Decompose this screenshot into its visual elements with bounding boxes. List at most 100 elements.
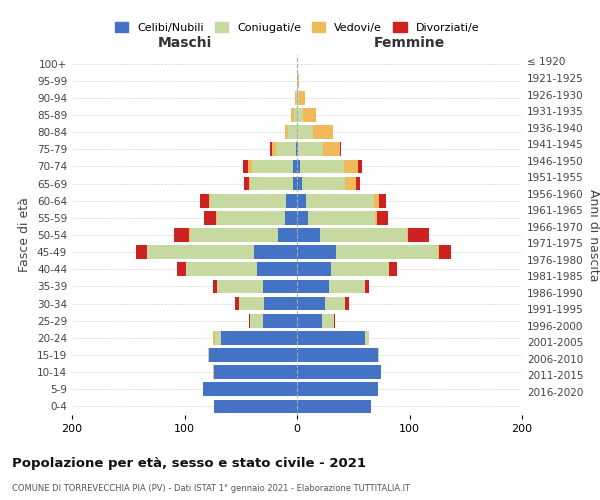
Bar [439,246,451,259]
Y-axis label: Anni di nascita: Anni di nascita [587,188,600,281]
Bar [331,262,389,276]
Bar [297,211,308,224]
Bar [248,314,250,328]
Bar [263,280,297,293]
Bar [200,194,209,207]
Bar [293,160,297,173]
Bar [297,296,325,310]
Bar [212,366,214,379]
Bar [208,348,209,362]
Bar [297,91,299,104]
Bar [379,194,386,207]
Bar [358,160,362,173]
Bar [293,176,297,190]
Bar [407,228,409,242]
Bar [148,246,254,259]
Bar [212,331,215,344]
Bar [297,228,320,242]
Bar [278,228,297,242]
Bar [235,296,239,310]
Bar [340,142,341,156]
Bar [176,262,185,276]
Bar [297,74,298,88]
Bar [298,74,299,88]
Bar [355,176,360,190]
Bar [329,280,365,293]
Bar [263,314,297,328]
Bar [297,262,331,276]
Bar [297,108,302,122]
Bar [257,262,297,276]
Bar [302,108,316,122]
Bar [296,91,297,104]
Bar [175,228,189,242]
Bar [211,194,286,207]
Bar [297,246,337,259]
Bar [265,296,297,310]
Bar [214,366,297,379]
Bar [284,126,288,139]
Text: Popolazione per età, sesso e stato civile - 2021: Popolazione per età, sesso e stato civil… [12,458,366,470]
Bar [250,176,293,190]
Bar [308,211,374,224]
Bar [337,246,437,259]
Bar [297,400,371,413]
Bar [248,176,250,190]
Bar [209,194,211,207]
Bar [389,262,397,276]
Bar [216,211,217,224]
Bar [297,331,365,344]
Bar [297,348,378,362]
Bar [217,280,263,293]
Bar [297,142,298,156]
Bar [190,228,278,242]
Bar [299,91,305,104]
Bar [378,348,379,362]
Bar [297,314,322,328]
Bar [254,246,297,259]
Bar [189,228,190,242]
Bar [284,211,297,224]
Bar [302,176,346,190]
Bar [244,176,248,190]
Bar [344,160,358,173]
Bar [239,296,265,310]
Bar [295,91,296,104]
Y-axis label: Fasce di età: Fasce di età [19,198,31,272]
Bar [377,211,388,224]
Legend: Celibi/Nubili, Coniugati/e, Vedovi/e, Divorziati/e: Celibi/Nubili, Coniugati/e, Vedovi/e, Di… [110,18,484,37]
Bar [248,160,252,173]
Bar [320,228,407,242]
Bar [365,280,369,293]
Bar [297,382,378,396]
Bar [313,126,333,139]
Bar [409,228,428,242]
Bar [293,108,297,122]
Bar [209,348,297,362]
Bar [306,194,373,207]
Bar [243,160,248,173]
Bar [275,142,296,156]
Bar [221,331,297,344]
Text: COMUNE DI TORREVECCHIA PIA (PV) - Dati ISTAT 1° gennaio 2021 - Elaborazione TUTT: COMUNE DI TORREVECCHIA PIA (PV) - Dati I… [12,484,410,493]
Bar [214,400,297,413]
Bar [292,108,293,122]
Bar [203,211,216,224]
Bar [272,142,275,156]
Bar [346,176,355,190]
Bar [437,246,439,259]
Bar [322,314,334,328]
Bar [297,280,329,293]
Bar [297,194,306,207]
Bar [334,314,335,328]
Bar [297,160,301,173]
Bar [298,142,323,156]
Bar [297,126,313,139]
Bar [185,262,257,276]
Bar [297,366,382,379]
Bar [323,142,340,156]
Bar [374,211,377,224]
Bar [301,160,344,173]
Text: Maschi: Maschi [157,36,212,50]
Bar [373,194,379,207]
